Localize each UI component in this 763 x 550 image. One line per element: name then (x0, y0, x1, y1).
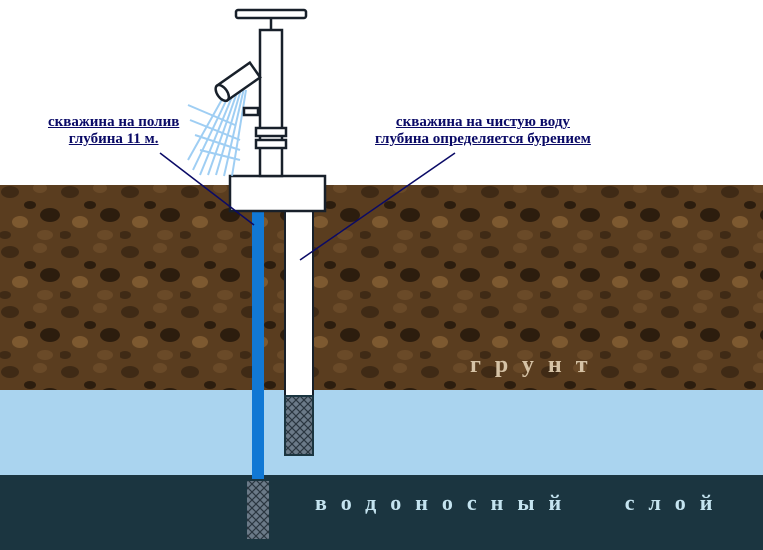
layer-ground (0, 185, 763, 390)
wellhead-box (230, 176, 325, 211)
label-clean-line1: скважина на чистую воду (375, 114, 591, 131)
ground-label: грунт (470, 352, 602, 379)
label-clean-line2: глубина определяется бурением (375, 131, 591, 148)
pump-column (213, 10, 306, 176)
label-clean-well: скважина на чистую воду глубина определя… (375, 114, 591, 148)
layer-aquifer-light (0, 390, 763, 475)
leader-right (300, 153, 455, 260)
irrigation-well-pipe (252, 176, 264, 480)
label-irrigation-line2: глубина 11 м. (48, 131, 179, 148)
leader-left (160, 153, 254, 225)
irrigation-well-filter (246, 480, 270, 540)
label-irrigation-well: скважина на полив глубина 11 м. (48, 114, 179, 148)
clean-well-filter (285, 396, 313, 455)
label-irrigation-line1: скважина на полив (48, 114, 179, 131)
clean-well-pipe (285, 185, 313, 396)
water-spray (188, 78, 246, 176)
aquifer-label: водоносный слой (315, 490, 726, 516)
